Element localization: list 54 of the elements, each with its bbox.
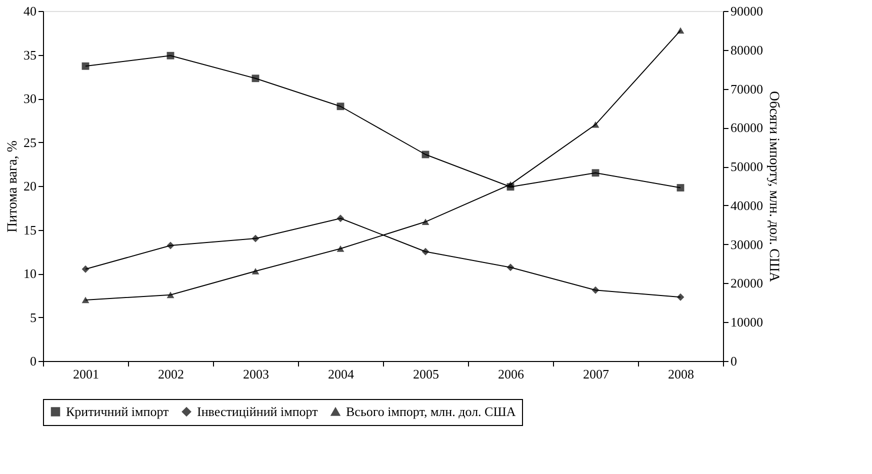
point [166,242,174,250]
y-tick-label: 35 [24,47,36,62]
point [676,184,684,192]
y2-tick-label: 0 [730,354,737,368]
legend-label: Критичний імпорт [66,404,170,419]
x-tick-label: 2006 [498,366,524,382]
point [676,27,684,34]
y2-tick-label: 30000 [730,236,763,252]
y-tick-label: 20 [24,178,36,194]
point [592,169,600,177]
y2-tick-label: 40000 [730,198,763,213]
y-tick-label: 10 [24,266,36,281]
y-axis-title: Питома вага, % [6,140,20,233]
point [592,121,600,128]
point [166,52,174,60]
y2-tick-label: 50000 [730,159,763,174]
y-tick-label: 40 [24,4,36,18]
y2-tick-label: 70000 [730,81,763,96]
y-tick-label: 5 [30,310,36,325]
point [336,214,344,222]
point [252,234,260,242]
point [336,245,344,252]
x-tick-label: 2003 [243,366,269,382]
point [592,286,600,294]
x-tick-label: 2004 [328,366,354,382]
x-tick-label: 2002 [158,366,184,382]
point [506,181,514,188]
point [82,296,90,304]
y-tick-label: 25 [24,134,36,150]
y2-tick-label: 80000 [730,42,763,58]
point [82,265,90,273]
x-tick-label: 2008 [668,366,694,382]
x-tick-label: 2005 [413,366,439,382]
point [422,248,430,256]
y2-tick-label: 20000 [730,276,763,291]
point [336,102,344,110]
y-tick-label: 0 [30,354,36,368]
point [166,292,174,298]
x-tick-label: 2001 [73,366,99,382]
y-tick-label: 15 [24,222,36,238]
y2-tick-label: 10000 [730,314,763,330]
point [506,264,514,272]
legend-label: Інвестиційний імпорт [197,404,318,419]
point [422,218,430,225]
y-tick-label: 30 [24,91,36,106]
x-tick-label: 2007 [583,366,610,382]
y2-tick-label: 60000 [730,120,763,136]
y2-tick-label: 90000 [730,4,763,18]
point [252,74,260,82]
legend-label: Всього імпорт, млн. дол. США [346,404,516,419]
point [252,268,260,274]
y2-axis-title: Обсяги імпорту, млн. дол. США [766,90,781,283]
point [676,293,684,301]
point [82,62,90,70]
